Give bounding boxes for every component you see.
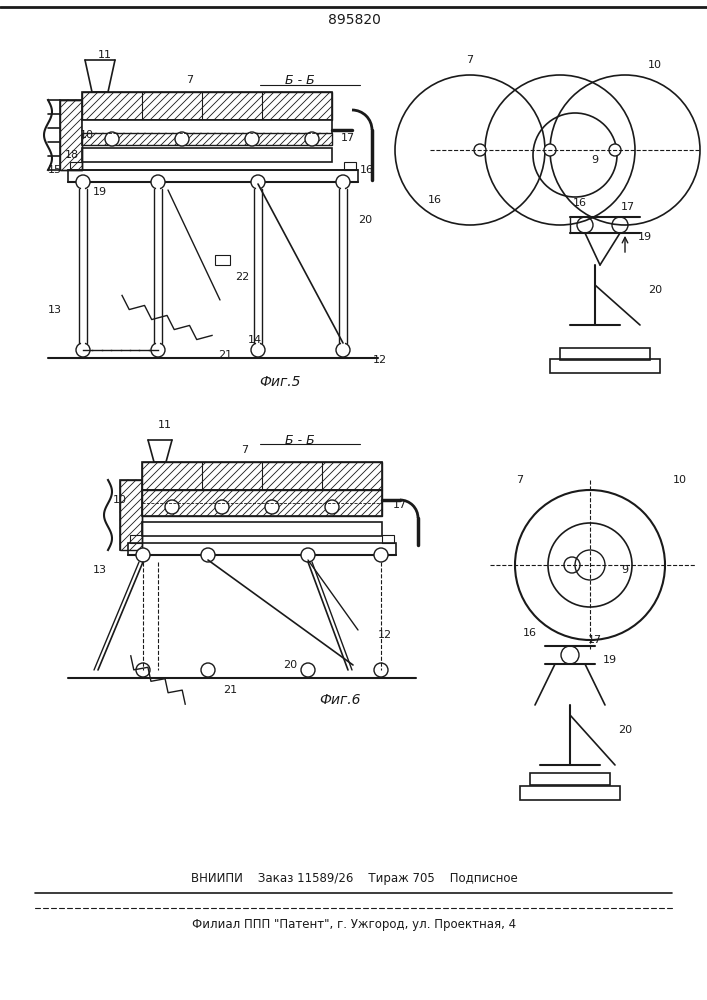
Circle shape xyxy=(336,343,350,357)
Text: 18: 18 xyxy=(65,150,79,160)
Bar xyxy=(344,162,356,170)
Circle shape xyxy=(151,343,165,357)
Text: 19: 19 xyxy=(603,655,617,665)
Text: 13: 13 xyxy=(93,565,107,575)
Circle shape xyxy=(474,144,486,156)
Circle shape xyxy=(165,500,179,514)
Text: 10: 10 xyxy=(648,60,662,70)
Bar xyxy=(128,543,396,555)
Text: Б - Б: Б - Б xyxy=(285,434,315,446)
Circle shape xyxy=(301,663,315,677)
Circle shape xyxy=(301,548,315,562)
Text: 12: 12 xyxy=(378,630,392,640)
Text: 21: 21 xyxy=(218,350,232,360)
Circle shape xyxy=(336,175,350,189)
Bar xyxy=(142,522,382,536)
Circle shape xyxy=(76,175,90,189)
Circle shape xyxy=(136,663,150,677)
Text: 16: 16 xyxy=(523,628,537,638)
Text: 17: 17 xyxy=(341,133,355,143)
Bar xyxy=(560,348,650,360)
Circle shape xyxy=(151,175,165,189)
Text: 20: 20 xyxy=(618,725,632,735)
Text: 10: 10 xyxy=(80,130,94,140)
Bar xyxy=(70,162,82,170)
Circle shape xyxy=(76,343,90,357)
Bar xyxy=(215,255,230,265)
Circle shape xyxy=(325,500,339,514)
Circle shape xyxy=(609,144,621,156)
Text: 9: 9 xyxy=(592,155,599,165)
Bar xyxy=(142,490,382,516)
Bar xyxy=(82,92,332,120)
Circle shape xyxy=(175,132,189,146)
Bar xyxy=(120,480,142,550)
Circle shape xyxy=(136,548,150,562)
Text: Фиг.6: Фиг.6 xyxy=(320,693,361,707)
Text: 20: 20 xyxy=(358,215,372,225)
Bar xyxy=(120,480,142,550)
Text: 895820: 895820 xyxy=(327,13,380,27)
Text: ВНИИПИ    Заказ 11589/26    Тираж 705    Подписное: ВНИИПИ Заказ 11589/26 Тираж 705 Подписно… xyxy=(191,872,518,885)
Text: Фиг.5: Фиг.5 xyxy=(259,375,300,389)
Text: 7: 7 xyxy=(241,445,249,455)
Circle shape xyxy=(215,500,229,514)
Text: 16: 16 xyxy=(573,198,587,208)
Text: 13: 13 xyxy=(48,305,62,315)
Text: 7: 7 xyxy=(187,75,194,85)
Text: 9: 9 xyxy=(621,565,629,575)
Text: 16: 16 xyxy=(360,165,374,175)
Circle shape xyxy=(105,132,119,146)
Text: 7: 7 xyxy=(516,475,524,485)
Bar xyxy=(382,535,394,543)
Bar xyxy=(82,148,332,162)
Text: 20: 20 xyxy=(283,660,297,670)
Text: 11: 11 xyxy=(158,420,172,430)
Circle shape xyxy=(201,548,215,562)
Text: Филиал ППП "Патент", г. Ужгород, ул. Проектная, 4: Филиал ППП "Патент", г. Ужгород, ул. Про… xyxy=(192,918,516,931)
Bar xyxy=(142,462,382,490)
Circle shape xyxy=(305,132,319,146)
Text: 14: 14 xyxy=(248,335,262,345)
Circle shape xyxy=(374,548,388,562)
Bar xyxy=(60,100,82,170)
Text: 19: 19 xyxy=(638,232,652,242)
Circle shape xyxy=(265,500,279,514)
Bar xyxy=(82,133,332,145)
Text: 17: 17 xyxy=(621,202,635,212)
Text: 7: 7 xyxy=(467,55,474,65)
Text: 17: 17 xyxy=(393,500,407,510)
Text: Б - Б: Б - Б xyxy=(285,74,315,87)
Text: 20: 20 xyxy=(648,285,662,295)
Bar xyxy=(60,100,82,170)
Circle shape xyxy=(201,663,215,677)
Bar xyxy=(142,490,382,516)
Text: 12: 12 xyxy=(373,355,387,365)
Text: 11: 11 xyxy=(98,50,112,60)
Text: 16: 16 xyxy=(428,195,442,205)
Bar xyxy=(82,120,332,145)
Text: 21: 21 xyxy=(223,685,237,695)
Circle shape xyxy=(251,175,265,189)
Bar xyxy=(530,773,610,785)
Circle shape xyxy=(245,132,259,146)
Bar xyxy=(142,462,382,490)
Text: 17: 17 xyxy=(588,635,602,645)
Text: 10: 10 xyxy=(673,475,687,485)
Text: 15: 15 xyxy=(48,165,62,175)
Bar xyxy=(82,92,332,120)
Text: 22: 22 xyxy=(235,272,249,282)
Bar xyxy=(130,535,142,543)
Text: 10: 10 xyxy=(113,495,127,505)
Text: 19: 19 xyxy=(93,187,107,197)
Circle shape xyxy=(374,663,388,677)
Circle shape xyxy=(251,343,265,357)
Bar xyxy=(520,786,620,800)
Bar xyxy=(550,359,660,373)
Bar xyxy=(68,170,358,182)
Circle shape xyxy=(544,144,556,156)
